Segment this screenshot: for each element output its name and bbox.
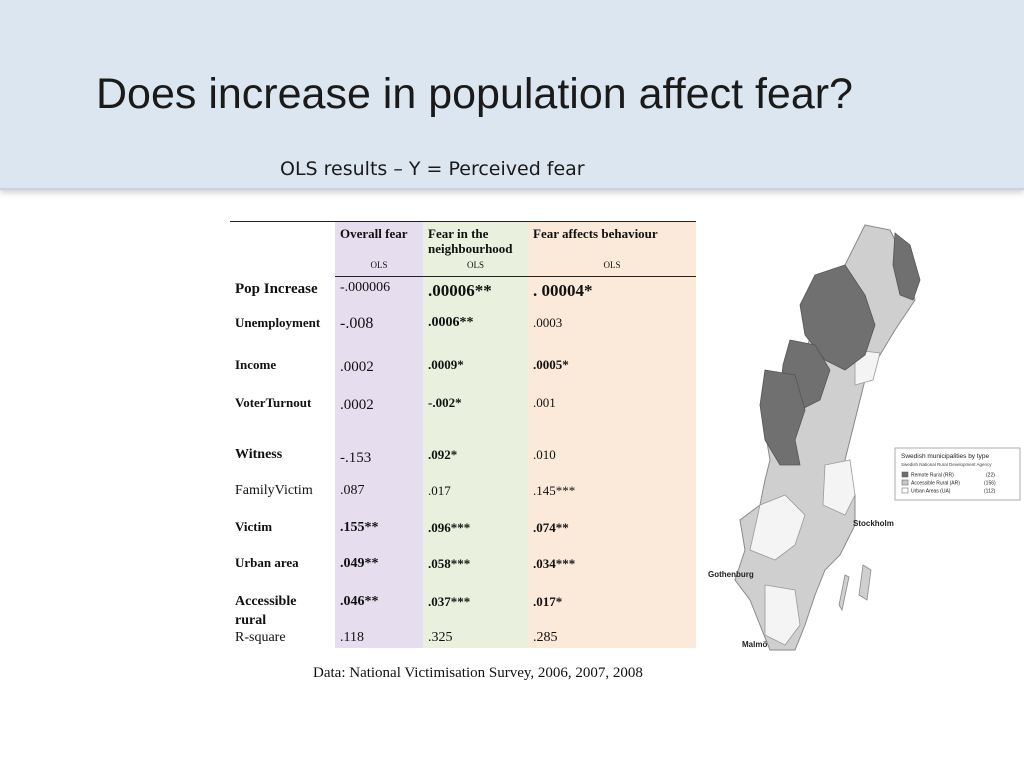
legend-swatch-remote-rural xyxy=(901,471,909,478)
row-label-unemployment: Unemployment xyxy=(230,312,335,355)
table-cell: .017* xyxy=(528,591,696,630)
table-cell: .145*** xyxy=(528,481,696,518)
column-header-overall-fear: Overall fear xyxy=(335,221,423,256)
table-cell: .037*** xyxy=(423,591,528,630)
city-label-gothenburg: Gothenburg xyxy=(708,570,754,579)
table-cell: .074** xyxy=(528,517,696,554)
row-label-pop-increase: Pop Increase xyxy=(230,276,335,313)
method-row: OLS OLS OLS xyxy=(230,256,696,277)
urban-areas-south xyxy=(749,494,806,561)
table-cell: .096*** xyxy=(423,517,528,554)
method-label: OLS xyxy=(335,256,423,277)
urban-areas-coast xyxy=(854,349,881,386)
map-legend: Swedish municipalities by type Swedish N… xyxy=(894,447,1021,501)
table-cell: .0002 xyxy=(335,392,423,446)
table-cell: .155** xyxy=(335,517,423,554)
island-gotland xyxy=(858,564,872,601)
column-header-fear-neighbourhood: Fear in the neighbourhood xyxy=(423,221,528,256)
island-oland xyxy=(838,574,850,612)
sweden-municipalities-map: Stockholm Gothenburg Malmö Swedish munic… xyxy=(708,224,1021,651)
slide-title: Does increase in population affect fear? xyxy=(96,70,853,118)
table-cell: .285 xyxy=(528,629,696,648)
table-cell: .325 xyxy=(423,629,528,648)
legend-label: Accessible Rural (AR) xyxy=(911,481,960,487)
table-row: VoterTurnout .0002 -.002* .001 xyxy=(230,392,696,446)
row-label-victim: Victim xyxy=(230,517,335,554)
slide-subtitle: OLS results – Y = Perceived fear xyxy=(280,158,585,180)
table-cell: -.002* xyxy=(423,392,528,446)
urban-areas-east xyxy=(822,459,856,516)
table-cell: .010 xyxy=(528,445,696,482)
table-row: Witness -.153 .092* .010 xyxy=(230,445,696,482)
table-row: R-square .118 .325 .285 xyxy=(230,629,696,648)
table-cell: -.000006 xyxy=(335,276,423,313)
table-cell: .118 xyxy=(335,629,423,648)
legend-swatch-accessible-rural xyxy=(901,479,909,486)
data-source-note: Data: National Victimisation Survey, 200… xyxy=(313,665,643,681)
table-row: FamilyVictim .087 .017 .145*** xyxy=(230,481,696,518)
city-label-malmo: Malmö xyxy=(742,640,767,649)
table-row: Income .0002 .0009* .0005* xyxy=(230,354,696,393)
table-row: Accessible rural .046** .037*** .017* xyxy=(230,591,696,630)
legend-count: (112) xyxy=(984,489,996,495)
urban-areas-southwest xyxy=(764,584,801,646)
table-row: Urban area .049** .058*** .034*** xyxy=(230,553,696,592)
table-row: Unemployment -.008 .0006** .0003 xyxy=(230,312,696,355)
row-label-familyvictim: FamilyVictim xyxy=(230,481,335,518)
row-label-witness: Witness xyxy=(230,445,335,482)
table-cell: .001 xyxy=(528,392,696,446)
legend-label: Remote Rural (RR) xyxy=(911,473,954,479)
row-label-accessible-rural: Accessible rural xyxy=(230,591,335,630)
table-cell: .0009* xyxy=(423,354,528,393)
column-header-fear-behaviour: Fear affects behaviour xyxy=(528,221,696,256)
table-cell: .0006** xyxy=(423,312,528,355)
row-label-voterturnout: VoterTurnout xyxy=(230,392,335,446)
table-header-row: Overall fear Fear in the neighbourhood F… xyxy=(230,221,696,277)
table-cell: -.008 xyxy=(335,312,423,355)
remote-rural-far-north xyxy=(892,232,921,301)
table-row: Victim .155** .096*** .074** xyxy=(230,517,696,554)
remote-rural-north xyxy=(799,264,876,371)
table-cell: .0002 xyxy=(335,354,423,393)
city-label-stockholm: Stockholm xyxy=(853,519,894,528)
table-cell: .00006** xyxy=(423,276,528,313)
method-label: OLS xyxy=(423,256,528,277)
row-label-urban-area: Urban area xyxy=(230,553,335,592)
table-cell: .049** xyxy=(335,553,423,592)
table-row: Pop Increase -.000006 .00006** . 00004* xyxy=(230,276,696,313)
table-cell: -.153 xyxy=(335,445,423,482)
method-label: OLS xyxy=(528,256,696,277)
table-cell: .046** xyxy=(335,591,423,630)
table-cell: .058*** xyxy=(423,553,528,592)
table-cell: .0005* xyxy=(528,354,696,393)
legend-count: (22) xyxy=(986,473,995,479)
table-cell: .092* xyxy=(423,445,528,482)
legend-subtitle: Swedish National Rural Development Agenc… xyxy=(901,462,992,467)
table-cell: .034*** xyxy=(528,553,696,592)
ols-results-table: Overall fear Fear in the neighbourhood F… xyxy=(230,221,696,648)
table-cell: .017 xyxy=(423,481,528,518)
table-cell: . 00004* xyxy=(528,276,696,313)
row-label-r-square: R-square xyxy=(230,629,335,648)
legend-label: Urban Areas (UA) xyxy=(911,489,951,495)
row-label-income: Income xyxy=(230,354,335,393)
table-cell: .087 xyxy=(335,481,423,518)
legend-swatch-urban-areas xyxy=(901,487,909,494)
legend-count: (156) xyxy=(984,481,996,487)
remote-rural-west xyxy=(759,369,806,466)
slide-header: Does increase in population affect fear?… xyxy=(0,0,1024,190)
legend-title: Swedish municipalities by type xyxy=(901,453,990,460)
table-cell: .0003 xyxy=(528,312,696,355)
header-blank-cell xyxy=(230,221,335,277)
